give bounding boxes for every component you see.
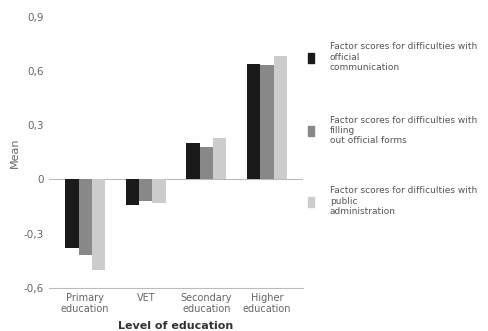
Text: Factor scores for difficulties with filling
out official forms: Factor scores for difficulties with fill… <box>329 116 476 145</box>
Bar <box>186 143 199 179</box>
FancyBboxPatch shape <box>307 53 314 63</box>
Text: Factor scores for difficulties with official
communication: Factor scores for difficulties with offi… <box>329 42 476 72</box>
X-axis label: Level of education: Level of education <box>118 321 233 331</box>
Bar <box>65 179 79 248</box>
FancyBboxPatch shape <box>307 126 314 136</box>
Bar <box>92 179 105 270</box>
Bar <box>246 64 260 179</box>
Bar <box>199 147 213 179</box>
Bar <box>152 179 165 203</box>
Text: Factor scores for difficulties with public
administration: Factor scores for difficulties with publ… <box>329 186 476 216</box>
Bar <box>125 179 139 205</box>
Bar <box>273 56 286 179</box>
Y-axis label: Mean: Mean <box>10 137 20 167</box>
Bar <box>79 179 92 256</box>
Bar <box>213 138 226 179</box>
Bar <box>260 66 273 179</box>
Bar <box>139 179 152 201</box>
FancyBboxPatch shape <box>307 197 314 207</box>
